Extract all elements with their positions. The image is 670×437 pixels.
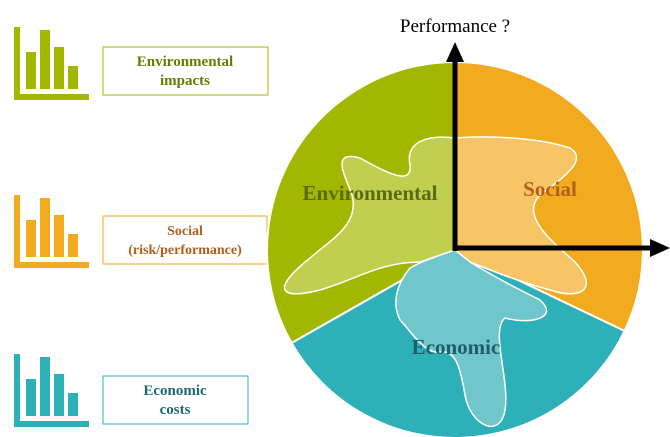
indicator-label: Environmental impacts [137,54,233,89]
sector-label: Environmental [303,181,438,205]
icon-environmental [14,27,89,100]
arrowhead [446,42,464,62]
sector-label: Economic [412,335,501,359]
indicator-label: Economic costs [143,383,207,418]
indicator-box [102,46,269,96]
blob-economic [395,249,548,428]
icon-economic [14,354,89,427]
sector-label: Social [523,177,577,201]
axis-label: Performance ? [400,16,510,37]
indicator-label: Social (risk/performance) [128,224,242,258]
icon-social [14,195,89,268]
blob-environmental [283,136,456,295]
arrowhead [650,239,670,257]
blob-social [454,136,588,295]
indicator-box [102,375,249,425]
